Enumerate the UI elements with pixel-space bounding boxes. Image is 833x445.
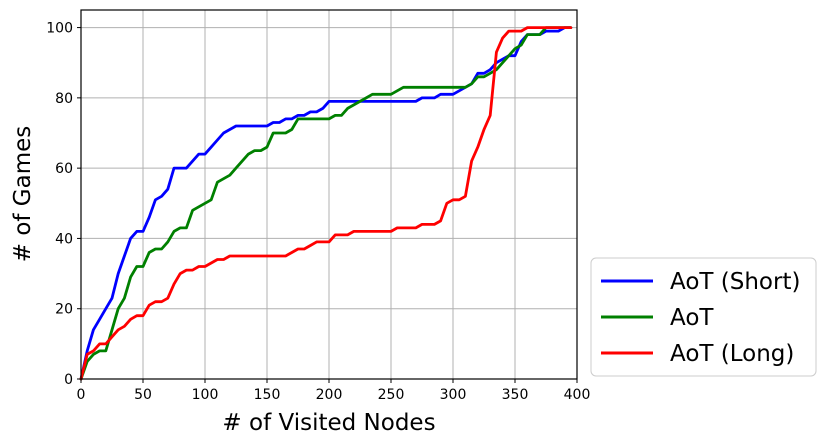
x-tick-label: 250	[378, 387, 405, 403]
y-tick-label: 80	[55, 91, 73, 107]
y-tick-label: 40	[55, 231, 73, 247]
series-line-3	[79, 26, 573, 381]
x-tick-label: 200	[316, 387, 343, 403]
series-lines	[79, 26, 573, 381]
x-tick-label: 0	[77, 387, 86, 403]
y-tick-label: 100	[46, 21, 73, 37]
y-axis-title: # of Games	[10, 126, 36, 263]
x-tick-label: 350	[502, 387, 529, 403]
x-tick-label: 150	[254, 387, 281, 403]
legend: AoT (Short) AoT AoT (Long)	[590, 257, 817, 377]
y-tick-label: 60	[55, 161, 73, 177]
y-tick-label: 20	[55, 302, 73, 318]
legend-label-1: AoT (Short)	[670, 269, 800, 295]
x-tick-label: 300	[440, 387, 467, 403]
x-tick-label: 400	[564, 387, 591, 403]
x-tick-label: 50	[134, 387, 152, 403]
x-axis-ticks: 0 50 100 150 200 250 300 350 400	[77, 379, 591, 403]
legend-label-2: AoT	[670, 305, 714, 331]
y-tick-label: 0	[64, 372, 73, 388]
x-axis-title: # of Visited Nodes	[222, 410, 435, 436]
legend-label-3: AoT (Long)	[670, 341, 794, 367]
x-tick-label: 100	[192, 387, 219, 403]
legend-box	[590, 257, 817, 377]
y-axis-ticks: 0 20 40 60 80 100	[46, 21, 81, 388]
